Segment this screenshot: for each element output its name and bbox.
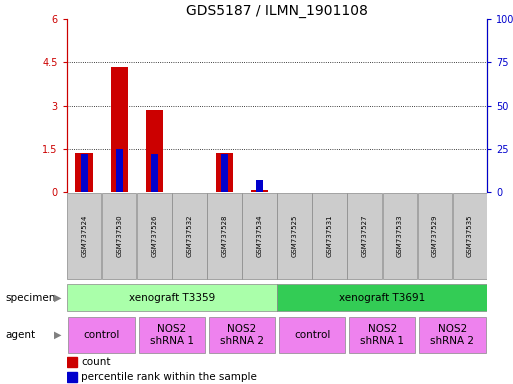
Text: NOS2
shRNA 1: NOS2 shRNA 1 [150,324,194,346]
Text: control: control [294,330,330,340]
FancyBboxPatch shape [349,317,416,353]
Text: ▶: ▶ [54,293,62,303]
FancyBboxPatch shape [67,193,102,280]
Text: ▶: ▶ [54,330,62,340]
Bar [215,153,233,192]
Bar [151,154,158,192]
Text: GSM737529: GSM737529 [432,215,438,257]
Bar [110,67,128,192]
FancyBboxPatch shape [278,284,487,311]
Title: GDS5187 / ILMN_1901108: GDS5187 / ILMN_1901108 [186,4,368,18]
FancyBboxPatch shape [419,317,486,353]
Text: GSM737525: GSM737525 [291,215,298,257]
Text: GSM737530: GSM737530 [116,215,122,258]
Text: percentile rank within the sample: percentile rank within the sample [82,372,258,382]
Text: GSM737526: GSM737526 [151,215,157,257]
Text: NOS2
shRNA 2: NOS2 shRNA 2 [220,324,264,346]
Text: control: control [84,330,120,340]
Bar [221,154,228,192]
FancyBboxPatch shape [207,193,242,280]
FancyBboxPatch shape [209,317,275,353]
Text: GSM737533: GSM737533 [397,215,403,258]
Bar [256,180,263,192]
FancyBboxPatch shape [418,193,452,280]
Bar [75,153,93,192]
FancyBboxPatch shape [68,317,135,353]
FancyBboxPatch shape [139,317,205,353]
Text: GSM737527: GSM737527 [362,215,368,257]
Text: GSM737532: GSM737532 [186,215,192,257]
Text: xenograft T3359: xenograft T3359 [129,293,215,303]
FancyBboxPatch shape [279,317,345,353]
FancyBboxPatch shape [347,193,382,280]
Bar [81,154,88,192]
Bar [251,190,268,192]
Text: xenograft T3691: xenograft T3691 [339,293,425,303]
Bar [116,149,123,192]
FancyBboxPatch shape [242,193,277,280]
Text: GSM737531: GSM737531 [327,215,332,258]
FancyBboxPatch shape [67,284,277,311]
FancyBboxPatch shape [312,193,347,280]
Text: GSM737535: GSM737535 [467,215,473,257]
Bar [67,357,77,367]
Text: NOS2
shRNA 2: NOS2 shRNA 2 [430,324,475,346]
Bar [146,110,163,192]
Text: specimen: specimen [5,293,55,303]
Text: NOS2
shRNA 1: NOS2 shRNA 1 [360,324,404,346]
Text: count: count [82,358,111,367]
FancyBboxPatch shape [102,193,136,280]
FancyBboxPatch shape [278,193,312,280]
Bar [67,372,77,382]
Text: agent: agent [5,330,35,340]
FancyBboxPatch shape [172,193,207,280]
FancyBboxPatch shape [452,193,487,280]
Text: GSM737524: GSM737524 [81,215,87,257]
FancyBboxPatch shape [137,193,171,280]
Text: GSM737534: GSM737534 [256,215,263,257]
Text: GSM737528: GSM737528 [222,215,227,257]
FancyBboxPatch shape [383,193,417,280]
